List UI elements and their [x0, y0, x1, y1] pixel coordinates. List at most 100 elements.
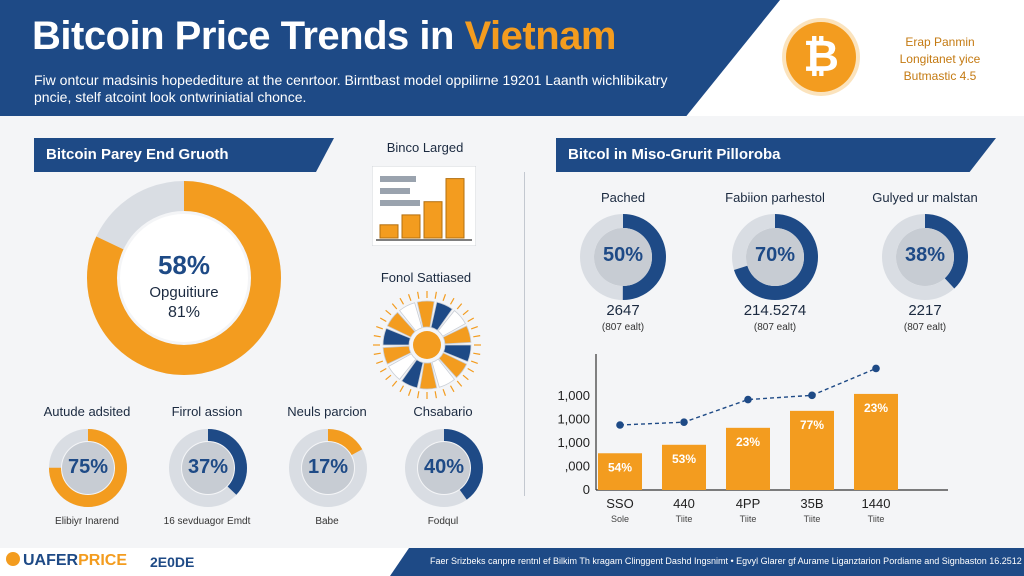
x-tick-sublabel: Tiite: [868, 514, 885, 524]
small-donut-title: Autude adsited: [43, 404, 131, 419]
x-tick-label: 35B: [800, 496, 823, 511]
small-donut-chart: [49, 429, 127, 507]
x-tick-label: 4PP: [736, 496, 761, 511]
small-donut-percent: 75%: [67, 456, 109, 478]
small-donut-title: Firrol assion: [171, 404, 243, 419]
right-donut-percent: 70%: [754, 244, 796, 266]
sunburst-segment: [401, 359, 424, 389]
sunburst-ray: [434, 291, 437, 299]
sunburst-segment: [431, 358, 455, 388]
sunburst-ray: [373, 335, 381, 338]
x-tick-sublabel: Tiite: [676, 514, 693, 524]
right-donut-center: [746, 228, 804, 286]
right-donut-number: 2217: [908, 302, 942, 319]
mini-bar: [379, 224, 399, 239]
right-donut-arc: [580, 214, 666, 300]
trend-point: [808, 391, 816, 400]
big-donut-chart: [87, 181, 281, 375]
y-tick-label: 1,000: [557, 435, 590, 450]
footer-text: Faer Srizbeks canpre rentnl ef Bilkim Th…: [430, 556, 1022, 566]
right-donut-percent: 50%: [602, 244, 644, 266]
right-donut-number: 2647: [606, 302, 640, 319]
bar: [598, 453, 642, 490]
x-tick-sublabel: Tiite: [804, 514, 821, 524]
sunburst-segment: [399, 302, 423, 332]
small-donut-center: [182, 442, 234, 494]
sunburst-ray: [373, 352, 381, 355]
sunburst-ray: [391, 303, 398, 310]
sunburst-ray: [379, 367, 387, 373]
sunburst-segment: [438, 352, 468, 379]
sunburst-ray: [442, 294, 447, 302]
footer-logo-icon: [6, 552, 20, 566]
big-donut-arc: [87, 181, 281, 375]
sunburst-ray: [456, 380, 463, 387]
y-tick-label: 1,000: [557, 412, 590, 427]
sunburst-ray: [470, 360, 478, 365]
mini-bar-stripe: [380, 176, 416, 182]
sunburst-ray: [467, 367, 475, 373]
big-donut-percent: 58%: [157, 250, 211, 280]
sunburst-ray: [473, 335, 481, 338]
sunburst-segment: [443, 344, 472, 363]
small-donut-chart: [405, 429, 483, 507]
trend-point: [744, 395, 752, 404]
sunburst-segment: [419, 362, 438, 390]
sunburst-ray: [379, 317, 387, 323]
right-donut-chart: [732, 214, 818, 300]
header: Bitcoin Price Trends in Vietnam Fiw ontc…: [0, 0, 1024, 116]
sunburst-chart: [373, 291, 481, 399]
mini-bar-stripe: [380, 200, 420, 206]
sunburst-segment: [416, 300, 435, 328]
small-donut-arc: [289, 429, 367, 507]
right-donut-percent: 38%: [904, 244, 946, 266]
right-donut-sub: (807 ealt): [903, 322, 947, 333]
footer-band: [390, 548, 1024, 576]
sunburst-ray: [449, 385, 455, 393]
sunburst-ray: [399, 297, 405, 305]
right-donut-chart: [882, 214, 968, 300]
sunburst-segment: [382, 327, 411, 346]
bar-data-label: 23%: [864, 401, 888, 415]
big-donut-center: [120, 214, 248, 342]
left-section-title: Bitcoin Parey End Gruoth: [34, 138, 334, 172]
bar: [726, 427, 770, 490]
x-tick-sublabel: Tiite: [740, 514, 757, 524]
small-donut-caption: 16 sevduagor Emdt: [163, 516, 251, 527]
sunburst-ray: [417, 291, 420, 299]
small-donut-arc: [49, 429, 127, 507]
bar: [662, 444, 706, 490]
right-section-title: Bitcol in Miso-Grurit Pilloroba: [556, 138, 996, 172]
right-donut-chart: [580, 214, 666, 300]
bar: [790, 410, 834, 490]
footer: UAFERPRICE 2E0DE Faer Srizbeks canpre re…: [0, 548, 1024, 576]
mini-bar: [423, 201, 443, 239]
mini-bar-chart: [372, 166, 476, 246]
sunburst-ray: [467, 317, 475, 323]
bars-title: Binco Larged: [386, 140, 464, 155]
bar-data-label: 53%: [672, 452, 696, 466]
sunburst-ray: [449, 297, 455, 305]
section-divider: [524, 172, 525, 496]
small-donut-percent: 40%: [423, 456, 465, 478]
sunburst-ray: [470, 325, 478, 330]
small-donut-title: Chsabario: [413, 404, 473, 419]
small-donut-arc: [405, 429, 483, 507]
header-band: [0, 0, 780, 116]
sunburst-segment: [386, 311, 416, 338]
title-accent: Vietnam: [464, 14, 617, 58]
sunburst-ray: [407, 388, 412, 396]
sunburst-ray: [385, 374, 392, 381]
sunburst-ray: [391, 380, 398, 387]
right-donut-title: Gulyed ur malstan: [872, 190, 978, 205]
trend-point: [872, 364, 880, 373]
small-donut-title: Neuls parcion: [287, 404, 367, 419]
footer-code: 2E0DE: [150, 554, 195, 570]
header-note: Erap Panmin Longitanet yice Butmastic 4.…: [880, 34, 1000, 85]
right-donut-sub: (807 ealt): [601, 322, 645, 333]
bar: [854, 393, 898, 490]
sunburst-ray: [442, 388, 447, 396]
small-donut-center: [302, 442, 354, 494]
right-donut-center: [896, 228, 954, 286]
small-donut-center: [62, 442, 114, 494]
